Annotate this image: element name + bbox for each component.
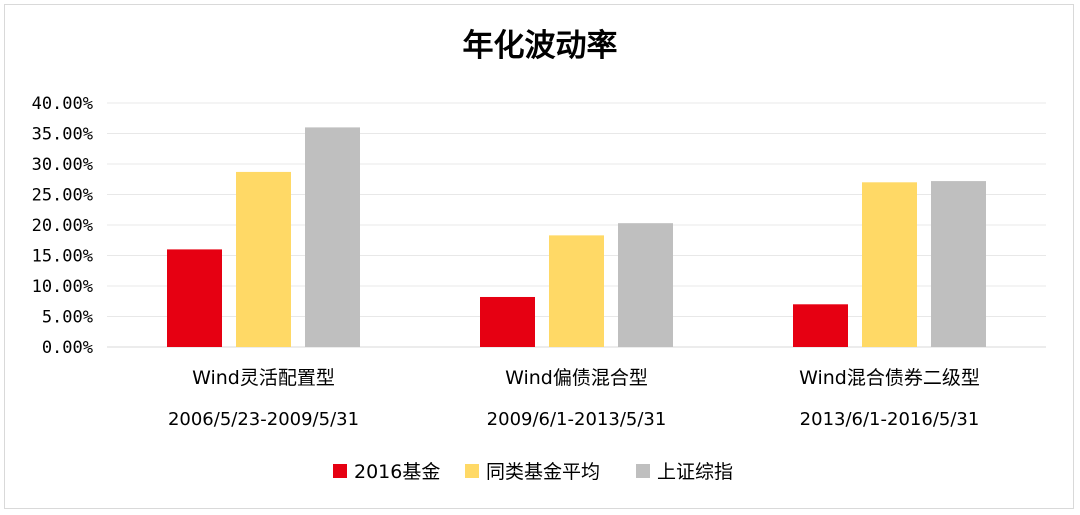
y-tick-label: 25.00% <box>32 186 93 206</box>
bar <box>305 127 360 348</box>
bar <box>480 296 535 347</box>
legend-swatch <box>465 464 479 478</box>
y-tick-label: 5.00% <box>42 308 93 328</box>
bar <box>931 181 986 347</box>
bar <box>236 171 291 347</box>
y-tick-label: 40.00% <box>32 94 93 114</box>
legend-label: 同类基金平均 <box>486 461 600 483</box>
legend-label: 上证综指 <box>657 461 733 483</box>
category-label: Wind混合债券二级型 <box>799 367 980 389</box>
legend-label: 2016基金 <box>354 461 440 483</box>
y-tick-label: 35.00% <box>32 125 93 145</box>
bar <box>618 223 673 347</box>
period-label: 2009/6/1-2013/5/31 <box>487 409 667 430</box>
bar <box>549 235 604 347</box>
chart-title: 年化波动率 <box>463 28 618 64</box>
y-tick-label: 10.00% <box>32 277 93 297</box>
y-axis-tick-labels: 0.00% 5.00% 10.00% 15.00% 20.00% 25.00% 30.00%… <box>32 94 93 358</box>
y-tick-label: 15.00% <box>32 247 93 267</box>
legend: 2016基金 同类基金平均 上证综指 <box>333 461 733 483</box>
period-label: 2013/6/1-2016/5/31 <box>800 409 980 430</box>
bar <box>793 304 848 347</box>
x-axis-category-labels: Wind灵活配置型 2006/5/23-2009/5/31 Wind偏债混合型 200… <box>168 367 980 430</box>
legend-swatch <box>333 464 347 478</box>
category-label: Wind偏债混合型 <box>505 367 648 389</box>
y-tick-label: 30.00% <box>32 155 93 175</box>
y-tick-label: 20.00% <box>32 216 93 236</box>
bar <box>862 182 917 347</box>
category-label: Wind灵活配置型 <box>192 367 335 389</box>
legend-swatch <box>636 464 650 478</box>
bar <box>167 249 222 347</box>
bars <box>167 127 986 348</box>
period-label: 2006/5/23-2009/5/31 <box>168 409 359 430</box>
y-tick-label: 0.00% <box>42 338 93 358</box>
